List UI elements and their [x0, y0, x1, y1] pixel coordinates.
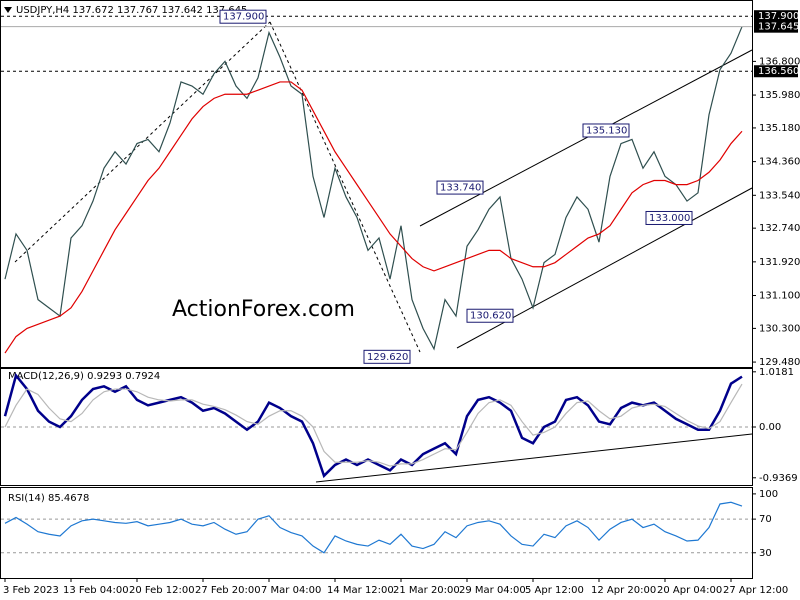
x-tick-label: 7 Mar 04:00 — [261, 585, 321, 596]
price-title: USDJPY,H4 137.672 137.767 137.642 137.64… — [16, 5, 247, 16]
price-level-label: 136.560 — [758, 66, 799, 77]
series-line — [3, 372, 743, 479]
watermark: ActionForex.com — [172, 297, 355, 322]
x-tick-label: 5 Apr 12:00 — [525, 585, 584, 596]
x-tick-label: 14 Mar 12:00 — [327, 585, 394, 596]
series-line — [4, 501, 743, 554]
price-level-box — [754, 10, 798, 23]
series-line — [4, 383, 743, 467]
macd-trendline — [315, 433, 753, 483]
y-tick-label: 135.180 — [759, 123, 800, 134]
y-tick-label: 130.300 — [759, 323, 800, 334]
rsi-panel-border — [0, 487, 753, 579]
x-tick-label: 20 Feb 12:00 — [129, 585, 195, 596]
y-tick-label: 135.980 — [759, 90, 800, 101]
y-tick-label: 136.800 — [759, 56, 800, 67]
annotation-box — [436, 180, 484, 195]
price-panel-border — [0, 0, 753, 368]
annotation-box — [219, 9, 267, 24]
series-line — [4, 81, 743, 354]
price-level-box — [754, 20, 798, 33]
y-tick-label: -0.9369 — [759, 473, 798, 484]
y-tick-label: 0.00 — [759, 422, 781, 433]
series-line — [4, 26, 743, 351]
x-tick-label: 21 Mar 20:00 — [393, 585, 460, 596]
channel-upper — [419, 49, 753, 227]
x-tick-label: 27 Feb 20:00 — [195, 585, 261, 596]
x-tick-label: 3 Feb 2023 — [3, 585, 59, 596]
y-tick-label: 131.100 — [759, 291, 800, 302]
annotation-label: 133.000 — [649, 213, 690, 224]
price-level-label: 137.900 — [758, 11, 799, 22]
x-tick-label: 20 Apr 04:00 — [657, 585, 722, 596]
y-tick-label: 134.360 — [759, 157, 800, 168]
macd-title: MACD(12,26,9) 0.9293 0.7924 — [8, 371, 160, 382]
x-tick-label: 13 Feb 04:00 — [63, 585, 129, 596]
annotation-box — [582, 123, 630, 138]
annotation-label: 129.620 — [367, 352, 408, 363]
rsi-title: RSI(14) 85.4678 — [8, 493, 89, 504]
y-tick-label: 133.540 — [759, 190, 800, 201]
price-level-label: 137.645 — [758, 22, 799, 33]
y-tick-label: 30 — [759, 548, 772, 559]
y-tick-label: 1.0181 — [759, 367, 794, 378]
x-tick-label: 12 Apr 20:00 — [591, 585, 656, 596]
x-tick-label: 29 Mar 04:00 — [459, 585, 526, 596]
y-tick-label: 132.740 — [759, 223, 800, 234]
annotation-label: 137.900 — [223, 12, 264, 23]
annotation-label: 135.130 — [586, 125, 627, 136]
y-tick-label: 129.480 — [759, 357, 800, 368]
y-tick-label: 100 — [759, 489, 778, 500]
annotation-box — [645, 210, 693, 225]
y-tick-label: 131.920 — [759, 257, 800, 268]
annotation-label: 130.620 — [470, 311, 511, 322]
y-tick-label: 70 — [759, 514, 772, 525]
annotation-label: 133.740 — [440, 183, 481, 194]
x-tick-label: 27 Apr 12:00 — [723, 585, 788, 596]
price-level-box — [754, 65, 798, 78]
annotation-box — [466, 308, 514, 323]
menu-triangle — [4, 7, 12, 13]
annotation-box — [363, 349, 411, 364]
trend-dashed — [269, 21, 421, 353]
